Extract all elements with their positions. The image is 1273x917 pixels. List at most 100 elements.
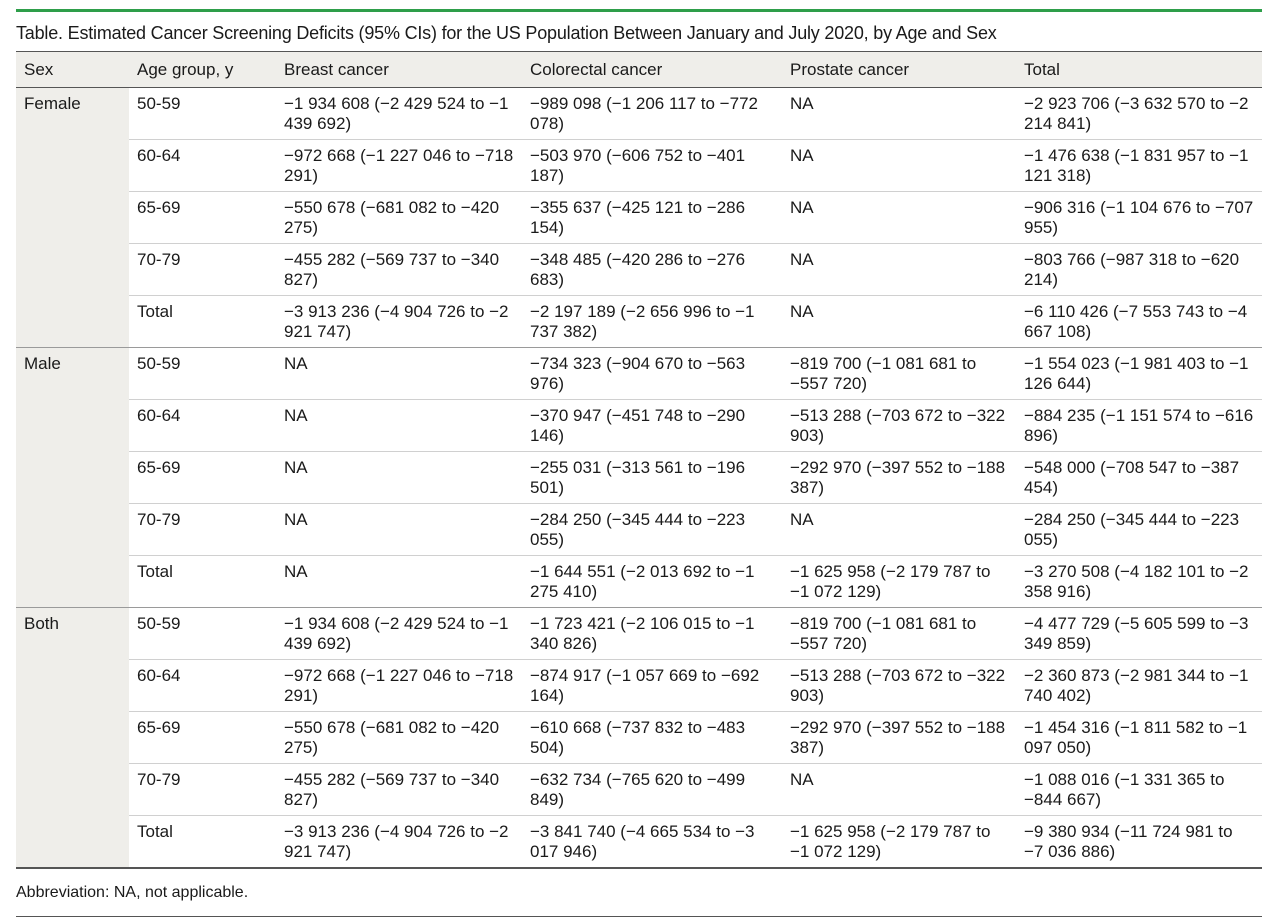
colorectal-cell: −284 250 (−345 444 to −223 055): [522, 503, 782, 556]
total-cell: −1 476 638 (−1 831 957 to −1 121 318): [1016, 139, 1262, 192]
prostate-cell: −513 288 (−703 672 to −322 903): [782, 659, 1016, 712]
header-colorectal-cancer: Colorectal cancer: [522, 52, 782, 88]
colorectal-cell: −355 637 (−425 121 to −286 154): [522, 191, 782, 244]
breast-cell: NA: [276, 503, 522, 556]
header-age-group: Age group, y: [129, 52, 276, 88]
breast-cell: −455 282 (−569 737 to −340 827): [276, 763, 522, 816]
colorectal-cell: −1 644 551 (−2 013 692 to −1 275 410): [522, 555, 782, 608]
table-row: Female 50-59 −1 934 608 (−2 429 524 to −…: [16, 87, 1262, 348]
total-cell: −4 477 729 (−5 605 599 to −3 349 859): [1016, 607, 1262, 660]
total-cell: −884 235 (−1 151 574 to −616 896): [1016, 399, 1262, 452]
prostate-cell: NA: [782, 191, 1016, 244]
age-cell: 70-79: [129, 503, 276, 556]
table-row: Male 50-59 NA −734 323 (−904 670 to −563…: [16, 347, 1262, 608]
header-total: Total: [1016, 52, 1262, 88]
breast-cell: NA: [276, 347, 522, 400]
colorectal-cell: −503 970 (−606 752 to −401 187): [522, 139, 782, 192]
colorectal-cell: −3 841 740 (−4 665 534 to −3 017 946): [522, 815, 782, 867]
breast-cell: −972 668 (−1 227 046 to −718 291): [276, 659, 522, 712]
header-breast-cancer: Breast cancer: [276, 52, 522, 88]
total-cell: −2 923 706 (−3 632 570 to −2 214 841): [1024, 94, 1249, 133]
colorectal-cell: −370 947 (−451 748 to −290 146): [522, 399, 782, 452]
total-cell: −3 270 508 (−4 182 101 to −2 358 916): [1016, 555, 1262, 608]
total-cell: −1 454 316 (−1 811 582 to −1 097 050): [1016, 711, 1262, 764]
age-cell: 50-59: [129, 607, 276, 660]
breast-cell: −3 913 236 (−4 904 726 to −2 921 747): [276, 815, 522, 867]
total-cell: −1 554 023 (−1 981 403 to −1 126 644): [1016, 347, 1262, 400]
age-cell: 65-69: [129, 191, 276, 244]
top-accent-rule: [16, 9, 1262, 12]
sex-cell: Male: [16, 347, 129, 608]
prostate-cell: −819 700 (−1 081 681 to −557 720): [782, 347, 1016, 400]
age-cell: 70-79: [129, 243, 276, 296]
table-row: Total NA −1 644 551 (−2 013 692 to −1 27…: [16, 555, 1262, 608]
total-cell: −1 088 016 (−1 331 365 to −844 667): [1016, 763, 1262, 816]
colorectal-cell: −734 323 (−904 670 to −563 976): [522, 347, 782, 400]
header-sex: Sex: [16, 52, 129, 88]
table-row: Total −3 913 236 (−4 904 726 to −2 921 7…: [16, 295, 1262, 348]
colorectal-cell: −2 197 189 (−2 656 996 to −1 737 382): [522, 295, 782, 348]
prostate-cell: NA: [782, 763, 1016, 816]
sex-cell: Female: [16, 87, 129, 348]
prostate-cell: NA: [790, 94, 814, 113]
breast-cell: NA: [276, 399, 522, 452]
breast-cell: −550 678 (−681 082 to −420 275): [276, 711, 522, 764]
table-footnote: Abbreviation: NA, not applicable.: [16, 884, 249, 901]
colorectal-cell: −989 098 (−1 206 117 to −772 078): [530, 94, 758, 133]
prostate-cell: NA: [782, 503, 1016, 556]
colorectal-cell: −610 668 (−737 832 to −483 504): [522, 711, 782, 764]
breast-cell: −550 678 (−681 082 to −420 275): [276, 191, 522, 244]
table-row: 65-69 NA −255 031 (−313 561 to −196 501)…: [16, 451, 1262, 504]
table-row: 60-64 −972 668 (−1 227 046 to −718 291) …: [16, 659, 1262, 712]
table-row: Both 50-59 −1 934 608 (−2 429 524 to −1 …: [16, 607, 1262, 867]
table-row: 65-69 −550 678 (−681 082 to −420 275) −3…: [16, 191, 1262, 244]
total-cell: −803 766 (−987 318 to −620 214): [1016, 243, 1262, 296]
prostate-cell: −1 625 958 (−2 179 787 to −1 072 129): [782, 815, 1016, 867]
breast-cell: NA: [276, 451, 522, 504]
age-cell: Total: [129, 555, 276, 608]
age-cell: Total: [129, 815, 276, 867]
age-cell: 50-59: [137, 94, 181, 113]
breast-cell: −1 934 608 (−2 429 524 to −1 439 692): [284, 94, 509, 133]
total-cell: −6 110 426 (−7 553 743 to −4 667 108): [1016, 295, 1262, 348]
table-row: 70-79 −455 282 (−569 737 to −340 827) −3…: [16, 243, 1262, 296]
colorectal-cell: −255 031 (−313 561 to −196 501): [522, 451, 782, 504]
prostate-cell: −292 970 (−397 552 to −188 387): [782, 451, 1016, 504]
age-cell: Total: [129, 295, 276, 348]
prostate-cell: NA: [782, 243, 1016, 296]
prostate-cell: −1 625 958 (−2 179 787 to −1 072 129): [782, 555, 1016, 608]
table-row: 60-64 NA −370 947 (−451 748 to −290 146)…: [16, 399, 1262, 452]
breast-cell: −3 913 236 (−4 904 726 to −2 921 747): [276, 295, 522, 348]
table-row: 70-79 NA −284 250 (−345 444 to −223 055)…: [16, 503, 1262, 556]
breast-cell: −1 934 608 (−2 429 524 to −1 439 692): [276, 607, 522, 660]
data-table: Sex Age group, y Breast cancer Colorecta…: [16, 52, 1262, 867]
table-row: 70-79 −455 282 (−569 737 to −340 827) −6…: [16, 763, 1262, 816]
header-prostate-cancer: Prostate cancer: [782, 52, 1016, 88]
breast-cell: −972 668 (−1 227 046 to −718 291): [276, 139, 522, 192]
age-cell: 70-79: [129, 763, 276, 816]
table-bottom-rule: [16, 867, 1262, 869]
total-cell: −2 360 873 (−2 981 344 to −1 740 402): [1016, 659, 1262, 712]
breast-cell: NA: [276, 555, 522, 608]
age-cell: 60-64: [129, 659, 276, 712]
colorectal-cell: −874 917 (−1 057 669 to −692 164): [522, 659, 782, 712]
table-row: 65-69 −550 678 (−681 082 to −420 275) −6…: [16, 711, 1262, 764]
total-cell: −9 380 934 (−11 724 981 to −7 036 886): [1016, 815, 1262, 867]
title-divider: [16, 51, 1262, 52]
age-cell: 60-64: [129, 399, 276, 452]
age-cell: 60-64: [129, 139, 276, 192]
total-cell: −906 316 (−1 104 676 to −707 955): [1016, 191, 1262, 244]
table-body: Female 50-59 −1 934 608 (−2 429 524 to −…: [16, 87, 1262, 867]
table-row: 60-64 −972 668 (−1 227 046 to −718 291) …: [16, 139, 1262, 192]
age-cell: 65-69: [129, 711, 276, 764]
colorectal-cell: −348 485 (−420 286 to −276 683): [522, 243, 782, 296]
header-row: Sex Age group, y Breast cancer Colorecta…: [16, 52, 1262, 88]
prostate-cell: −292 970 (−397 552 to −188 387): [782, 711, 1016, 764]
prostate-cell: −819 700 (−1 081 681 to −557 720): [782, 607, 1016, 660]
age-cell: 50-59: [129, 347, 276, 400]
table-row: Total −3 913 236 (−4 904 726 to −2 921 7…: [16, 815, 1262, 867]
prostate-cell: NA: [782, 295, 1016, 348]
breast-cell: −455 282 (−569 737 to −340 827): [276, 243, 522, 296]
table-figure: Table. Estimated Cancer Screening Defici…: [16, 0, 1262, 917]
total-cell: −548 000 (−708 547 to −387 454): [1016, 451, 1262, 504]
